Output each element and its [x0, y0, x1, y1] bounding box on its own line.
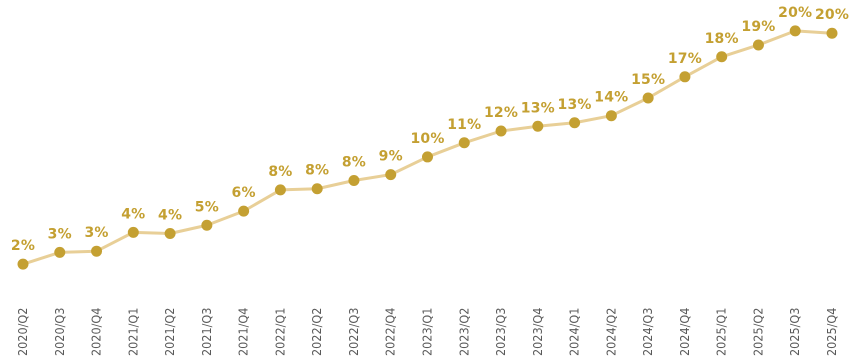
x-tick-label: 2023/Q3 [493, 308, 508, 356]
x-tick-label: 2024/Q4 [677, 308, 692, 356]
data-label: 8% [268, 164, 292, 180]
data-point [54, 246, 66, 258]
data-point [826, 27, 838, 39]
data-point [238, 205, 250, 217]
x-tick-label: 2022/Q4 [383, 308, 398, 356]
x-tick-label: 2021/Q3 [199, 308, 214, 356]
data-point [532, 120, 544, 132]
x-tick-label: 2025/Q2 [750, 308, 765, 356]
data-label: 10% [410, 131, 444, 147]
data-point [164, 228, 176, 240]
data-point [274, 184, 286, 196]
data-point [495, 125, 507, 137]
data-label: 8% [305, 163, 329, 179]
x-tick-label: 2020/Q2 [15, 308, 30, 356]
data-point [348, 174, 360, 186]
x-tick-label: 2024/Q1 [567, 308, 582, 356]
data-point [716, 51, 728, 63]
data-label: 6% [232, 185, 256, 201]
x-tick-label: 2022/Q1 [272, 308, 287, 356]
data-point [127, 226, 139, 238]
data-point [311, 183, 323, 195]
x-tick-label: 2025/Q4 [824, 308, 839, 356]
data-label: 11% [447, 117, 481, 133]
data-label: 5% [195, 199, 219, 215]
x-axis-tick-layer: 2020/Q2 2020/Q3 2020/Q4 2021/Q1 2021/Q2 2021/… [15, 308, 839, 356]
data-point [422, 151, 433, 163]
line-layer [21, 29, 834, 266]
data-point [605, 110, 617, 122]
x-tick-label: 2024/Q3 [640, 308, 655, 356]
data-label: 15% [631, 72, 665, 88]
data-label: 18% [705, 31, 739, 47]
x-tick-label: 2024/Q2 [603, 308, 618, 356]
data-point [642, 92, 654, 104]
data-point [789, 25, 801, 37]
point-layer [17, 25, 838, 270]
data-label-layer: 2%3% 3%4% 4%5%6%8% 8%8% 9%10%11%12% 13% 13% 14%… [11, 5, 849, 254]
data-point [752, 39, 764, 51]
x-tick-label: 2023/Q4 [530, 308, 545, 356]
x-tick-label: 2021/Q1 [125, 308, 140, 356]
data-label: 13% [558, 97, 592, 113]
data-label: 9% [379, 149, 403, 165]
data-label: 4% [158, 208, 182, 224]
data-label: 3% [48, 226, 72, 242]
data-label: 20% [778, 5, 812, 21]
data-point [385, 169, 397, 181]
data-label: 2% [11, 238, 35, 254]
data-label: 20% [815, 7, 849, 23]
data-label: 8% [342, 154, 366, 170]
x-tick-label: 2025/Q3 [787, 308, 802, 356]
data-point [17, 258, 29, 270]
x-tick-label: 2020/Q4 [89, 308, 104, 356]
data-point [458, 137, 470, 149]
data-point [679, 71, 691, 83]
data-label: 3% [84, 225, 108, 241]
data-label: 17% [668, 51, 702, 67]
data-point [201, 219, 213, 231]
x-tick-label: 2022/Q3 [346, 308, 361, 356]
data-label: 19% [741, 19, 775, 35]
data-label: 13% [521, 100, 555, 116]
x-tick-label: 2020/Q3 [52, 308, 67, 356]
x-tick-label: 2025/Q1 [714, 308, 729, 356]
x-tick-label: 2022/Q2 [309, 308, 324, 356]
series-line [21, 29, 834, 266]
x-tick-label: 2021/Q2 [162, 308, 177, 356]
data-label: 12% [484, 105, 518, 121]
x-tick-label: 2021/Q4 [236, 308, 251, 356]
x-tick-label: 2023/Q2 [456, 308, 471, 356]
data-point [569, 117, 581, 129]
data-label: 14% [594, 90, 628, 106]
data-label: 4% [121, 206, 145, 222]
data-point [91, 245, 103, 257]
x-tick-label: 2023/Q1 [420, 308, 435, 356]
